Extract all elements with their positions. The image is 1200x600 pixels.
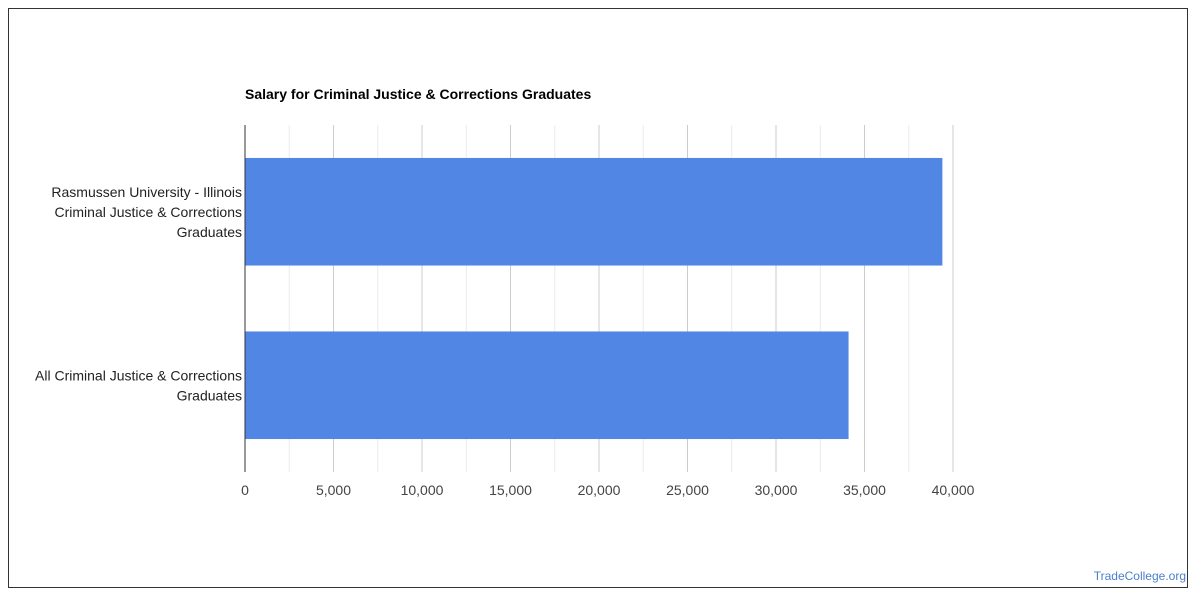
- category-label: Rasmussen University - Illinois Criminal …: [51, 184, 242, 240]
- watermark-link[interactable]: TradeCollege.org: [1093, 569, 1186, 583]
- x-tick-label: 25,000: [666, 482, 709, 498]
- category-labels: Rasmussen University - Illinois Criminal …: [35, 184, 242, 404]
- x-tick-label: 30,000: [755, 482, 798, 498]
- category-label-line: All Criminal Justice & Corrections: [35, 367, 242, 383]
- x-tick-label: 40,000: [932, 482, 975, 498]
- category-label: All Criminal Justice & Corrections Gradua…: [35, 367, 242, 403]
- category-label-line: Criminal Justice & Corrections: [55, 204, 243, 220]
- x-tick-label: 20,000: [578, 482, 621, 498]
- category-label-line: Graduates: [177, 224, 242, 240]
- bar: [245, 157, 943, 266]
- bar: [245, 331, 849, 440]
- chart-frame: [8, 8, 1188, 588]
- category-label-line: Rasmussen University - Illinois: [51, 184, 242, 200]
- x-tick-label: 5,000: [316, 482, 351, 498]
- x-tick-label: 35,000: [843, 482, 886, 498]
- x-tick-labels: 0 5,000 10,000 15,000 20,000 25,000 30,000 35,0…: [241, 482, 975, 498]
- x-tick-label: 0: [241, 482, 249, 498]
- bars: [245, 157, 943, 440]
- x-tick-label: 15,000: [489, 482, 532, 498]
- category-label-line: Graduates: [177, 387, 242, 403]
- x-tick-label: 10,000: [401, 482, 444, 498]
- chart-title: Salary for Criminal Justice & Correction…: [245, 86, 591, 102]
